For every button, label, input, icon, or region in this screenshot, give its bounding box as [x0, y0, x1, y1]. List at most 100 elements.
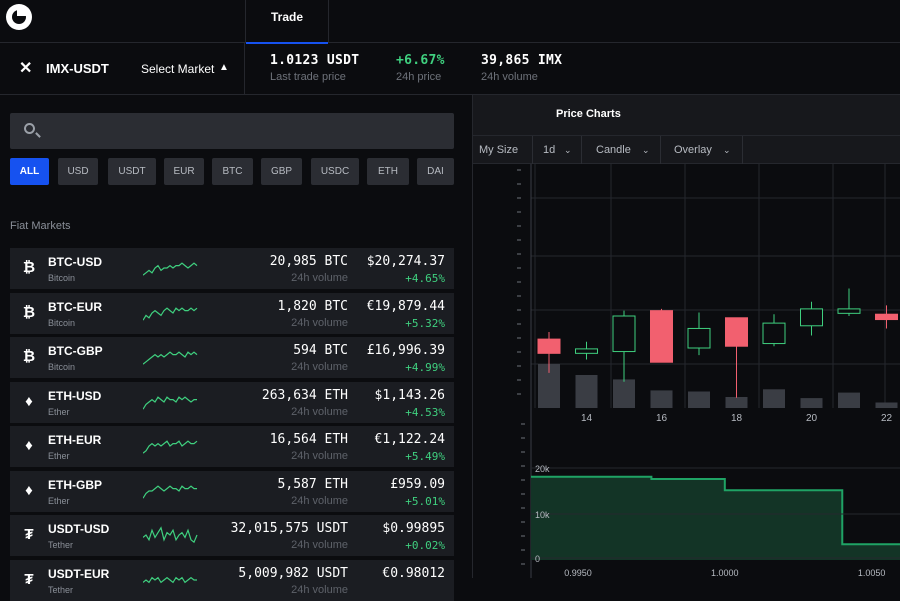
market-row[interactable]: ♦ ETH-GBP Ether 5,587 ETH 24h volume £959.09 +…	[10, 470, 454, 512]
filter-btc[interactable]: BTC	[212, 158, 253, 185]
search-icon	[24, 123, 35, 134]
market-row[interactable]: ♦ ETH-EUR Ether 16,564 ETH 24h volume €1,122.…	[10, 426, 454, 467]
tether-icon: ₮	[24, 526, 34, 543]
coinbase-logo-icon[interactable]	[6, 4, 32, 30]
depth-y-tick-label: 10k	[535, 510, 550, 520]
ethereum-icon: ♦	[25, 481, 33, 499]
row-price: $0.99895	[382, 521, 445, 536]
row-volume-label: 24h volume	[291, 316, 348, 329]
filter-usdc[interactable]: USDC	[311, 158, 359, 185]
price-chart-svg[interactable]: 14 16 18 20 22 20k 10k 0 0.9950 1.0000 1.0050	[473, 164, 900, 578]
stat-label: 24h price	[396, 71, 442, 83]
market-row[interactable]: ₮ USDT-EUR Tether 5,009,982 USDT 24h volume €…	[10, 559, 454, 601]
row-volume: 594 BTC	[293, 343, 348, 358]
chart-title: Price Charts	[556, 108, 621, 120]
candle-body	[762, 322, 786, 345]
row-coin-name: Bitcoin	[48, 317, 76, 328]
filter-usd[interactable]: USD	[58, 158, 98, 185]
sparkline	[143, 395, 197, 410]
row-volume: 5,587 ETH	[277, 476, 348, 492]
volume-bar	[575, 375, 598, 408]
volume-stat: 39,865 IMX 24h volume	[481, 53, 562, 83]
bitcoin-icon: ₿	[22, 348, 36, 365]
volume-bar	[800, 398, 823, 408]
pair-selector[interactable]: ✕ IMX-USDT Select Market ▲	[0, 43, 245, 94]
row-change: +0.02%	[405, 539, 445, 552]
chevron-down-icon: ⌄	[723, 145, 731, 155]
price-change-stat: +6.67% 24h price	[396, 53, 445, 83]
depth-x-tick-label: 1.0000	[711, 568, 739, 578]
row-volume: 1,820 BTC	[277, 298, 348, 314]
filter-eur[interactable]: EUR	[164, 158, 204, 185]
row-volume-label: 24h volume	[291, 450, 348, 462]
sparkline	[143, 526, 198, 544]
row-volume: 20,985 BTC	[269, 254, 348, 269]
filter-usdt[interactable]: USDT	[108, 158, 156, 185]
filter-dai[interactable]: DAI	[417, 158, 454, 185]
row-change: +5.49%	[405, 450, 445, 463]
candle-body	[537, 338, 561, 354]
select-market-button[interactable]: Select Market	[141, 62, 215, 76]
chevron-down-icon: ⌄	[564, 145, 572, 155]
candle-body	[575, 348, 598, 354]
sparkline	[143, 262, 198, 276]
market-row[interactable]: ₿ BTC-EUR Bitcoin 1,820 BTC 24h volume €19,87…	[10, 292, 454, 334]
filter-eth[interactable]: ETH	[367, 158, 409, 185]
chevron-down-icon: ⌄	[642, 145, 650, 155]
row-price: €1,122.24	[374, 432, 445, 447]
top-bar: Trade	[0, 0, 900, 44]
market-bar: ✕ IMX-USDT Select Market ▲ 1.0123 USDT L…	[0, 43, 900, 95]
row-price: £16,996.39	[366, 343, 445, 358]
sparkline	[143, 576, 197, 583]
sparkline	[143, 351, 198, 365]
row-volume-label: 24h volume	[291, 405, 348, 418]
row-volume: 5,009,982 USDT	[238, 565, 348, 581]
logo-cutout	[17, 10, 27, 16]
overlay-dropdown[interactable]: Overlay ⌄	[661, 136, 743, 164]
filter-all[interactable]: ALL	[10, 158, 49, 185]
row-volume-label: 24h volume	[291, 539, 348, 551]
chart-area[interactable]: 14 16 18 20 22 20k 10k 0 0.9950 1.0000 1.0050	[473, 164, 900, 578]
row-pair: USDT-USD	[48, 522, 110, 536]
x-tick-label: 22	[881, 413, 893, 424]
row-volume-label: 24h volume	[291, 272, 348, 284]
sparkline	[143, 306, 198, 321]
row-volume: 263,634 ETH	[261, 387, 348, 403]
candle-body	[875, 313, 898, 321]
bitcoin-icon: ₿	[22, 259, 36, 276]
filter-gbp[interactable]: GBP	[261, 158, 302, 185]
row-coin-name: Ether	[48, 451, 70, 461]
market-row[interactable]: ♦ ETH-USD Ether 263,634 ETH 24h volume $1,143…	[10, 381, 454, 423]
row-volume-label: 24h volume	[291, 361, 348, 373]
row-pair: ETH-GBP	[48, 477, 102, 492]
market-list-panel: ALL USD USDT EUR BTC GBP USDC ETH DAI Fiat Marke…	[0, 95, 472, 601]
x-tick-label: 16	[656, 413, 668, 424]
row-price: €0.98012	[382, 565, 445, 581]
row-price: €19,879.44	[366, 298, 445, 314]
market-row[interactable]: ₿ BTC-GBP Bitcoin 594 BTC 24h volume £16,996.…	[10, 337, 454, 378]
row-volume: 32,015,575 USDT	[230, 521, 348, 536]
row-volume: 16,564 ETH	[269, 432, 348, 447]
search-input[interactable]	[48, 113, 448, 149]
candle-body	[800, 308, 823, 327]
search-box[interactable]	[10, 113, 454, 149]
market-row[interactable]: ₿ BTC-USD Bitcoin 20,985 BTC 24h volume $20,2…	[10, 248, 454, 289]
chart-type-dropdown[interactable]: Candle ⌄	[582, 136, 661, 164]
tab-trade[interactable]: Trade	[245, 0, 329, 44]
sparkline	[143, 440, 198, 454]
interval-dropdown[interactable]: 1d ⌄	[533, 136, 582, 164]
volume-bar	[538, 364, 560, 408]
volume-bar	[688, 391, 710, 408]
row-coin-name: Bitcoin	[48, 273, 76, 283]
candle-body	[687, 327, 711, 349]
tab-trade-label: Trade	[270, 10, 303, 24]
current-pair: IMX-USDT	[46, 61, 109, 76]
last-trade-price-stat: 1.0123 USDT Last trade price	[270, 53, 359, 83]
volume-bar	[650, 390, 673, 408]
chevron-up-icon[interactable]: ▲	[219, 62, 229, 73]
bitcoin-icon: ₿	[22, 303, 36, 321]
size-label: My Size	[479, 144, 519, 156]
market-row[interactable]: ₮ USDT-USD Tether 32,015,575 USDT 24h volume…	[10, 515, 454, 556]
x-tick-label: 20	[806, 413, 818, 424]
size-selector[interactable]: My Size	[473, 136, 533, 164]
